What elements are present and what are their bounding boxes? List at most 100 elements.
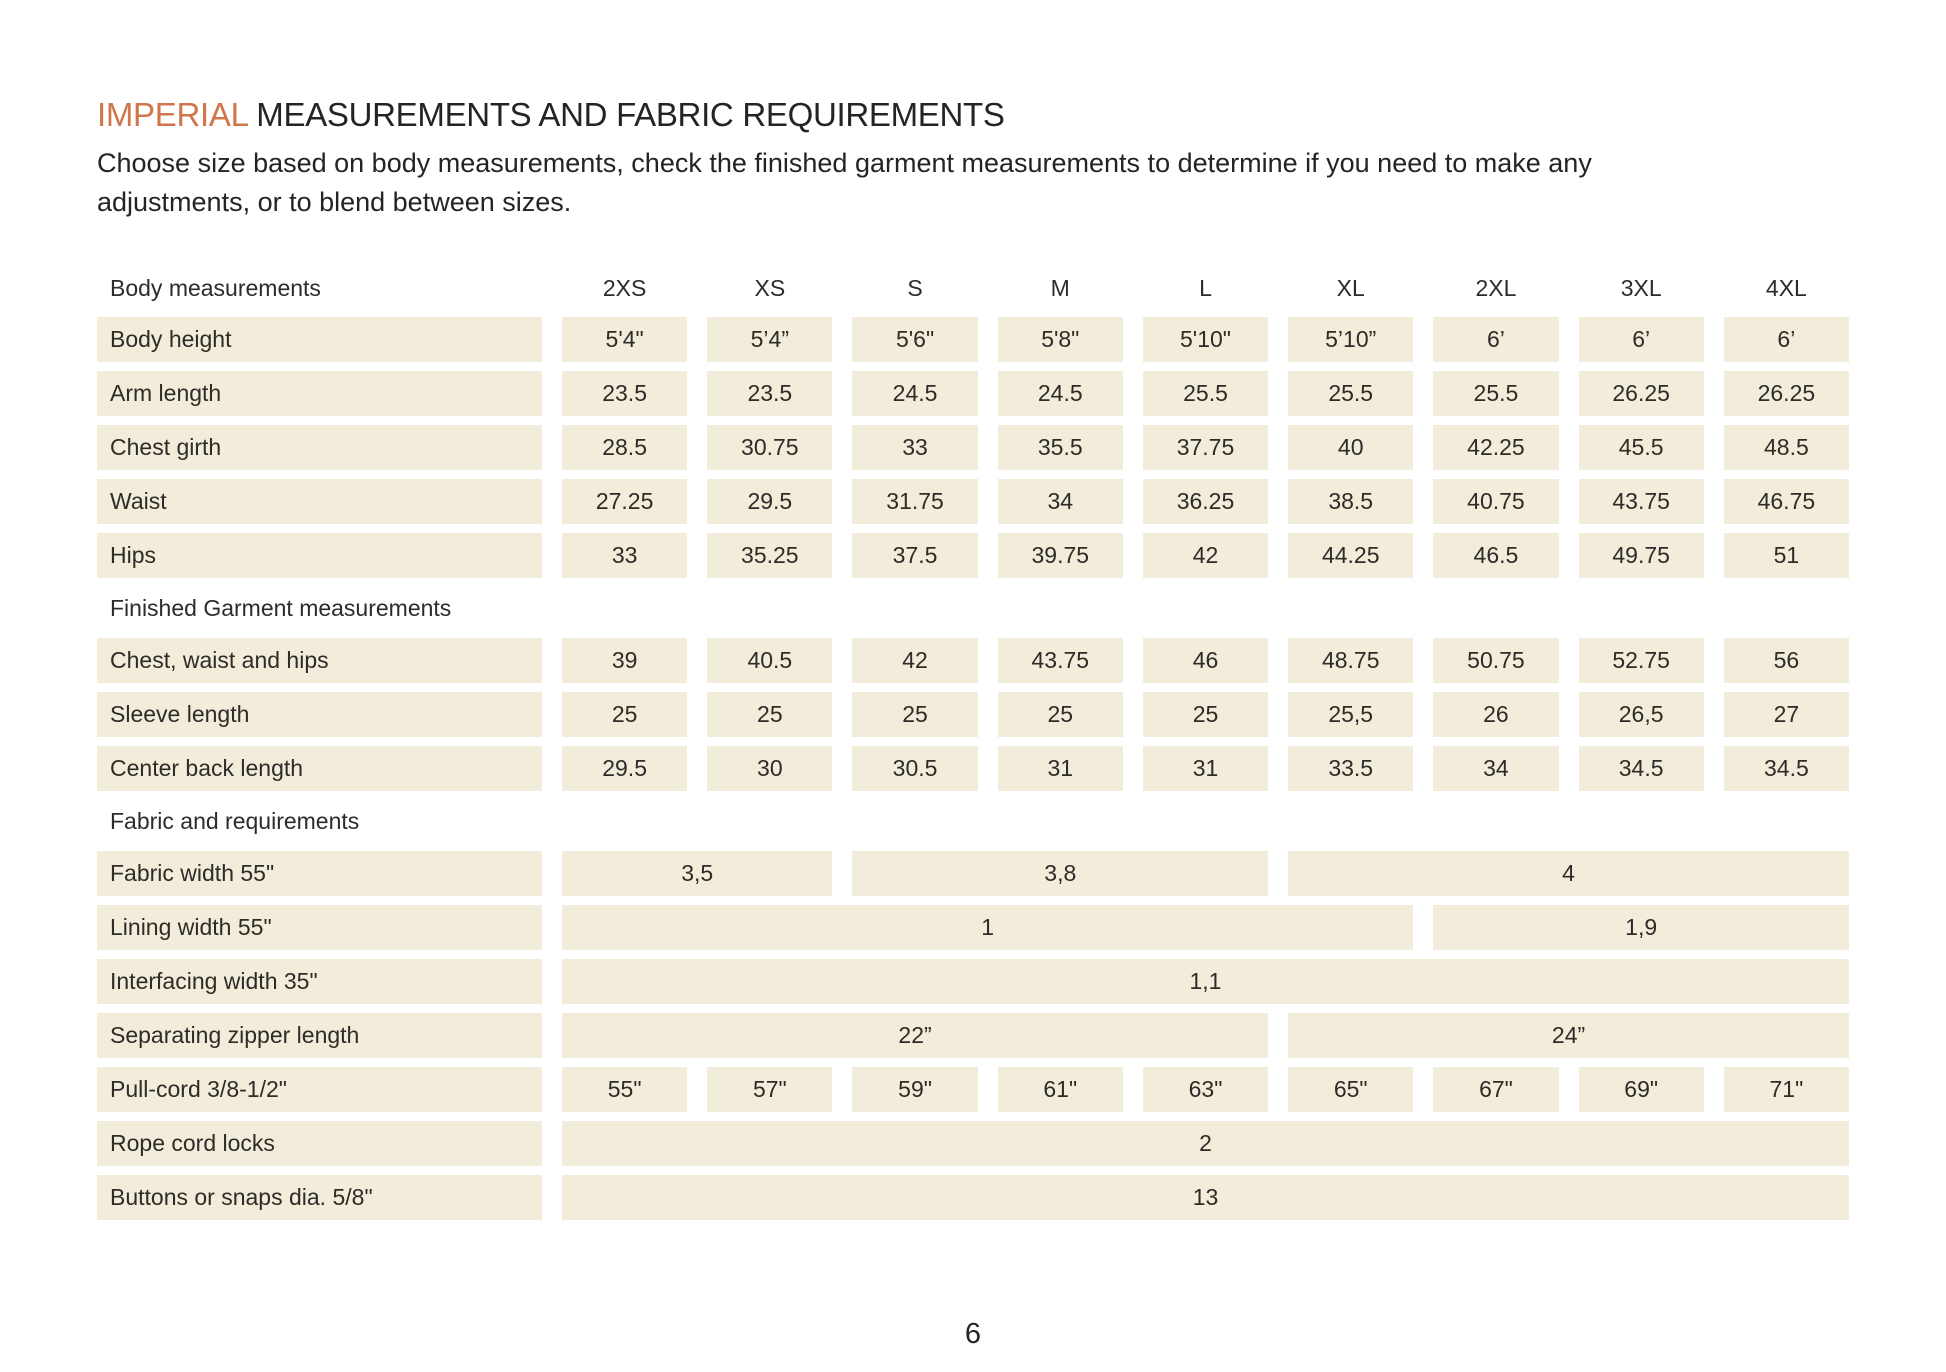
table-cell: 26,5 bbox=[1578, 692, 1704, 737]
table-cell: 4 bbox=[1288, 851, 1849, 896]
table-cell: 42.25 bbox=[1433, 425, 1559, 470]
table-cell: 30.5 bbox=[852, 746, 978, 791]
table-cell: 46.75 bbox=[1723, 479, 1849, 524]
table-cell: 2 bbox=[562, 1121, 1849, 1166]
table-cell: 31.75 bbox=[852, 479, 978, 524]
row-label: Waist bbox=[97, 479, 542, 524]
table-cell: 39 bbox=[562, 638, 688, 683]
column-header: 2XL bbox=[1475, 274, 1517, 301]
column-header: 2XS bbox=[602, 274, 647, 301]
table-cell: 49.75 bbox=[1578, 533, 1704, 578]
column-header: XL bbox=[1336, 274, 1365, 301]
table-cell: 26.25 bbox=[1723, 371, 1849, 416]
subtitle-line-1: Choose size based on body measurements, … bbox=[97, 148, 1592, 178]
row-label: Center back length bbox=[97, 746, 542, 791]
page-number: 6 bbox=[964, 1318, 982, 1350]
table-cell: 23.5 bbox=[562, 371, 688, 416]
table-cell: 1,1 bbox=[562, 959, 1849, 1004]
row-label: Fabric width 55" bbox=[97, 851, 542, 896]
table-cell: 57" bbox=[707, 1067, 833, 1112]
table-cell: 44.25 bbox=[1288, 533, 1414, 578]
table-cell: 61" bbox=[997, 1067, 1123, 1112]
table-cell: 51 bbox=[1723, 533, 1849, 578]
table-cell: 6’ bbox=[1723, 317, 1849, 362]
table-cell: 37.5 bbox=[852, 533, 978, 578]
column-header: L bbox=[1199, 274, 1212, 301]
table-cell: 48.5 bbox=[1723, 425, 1849, 470]
table-cell: 43.75 bbox=[997, 638, 1123, 683]
table-cell: 65" bbox=[1288, 1067, 1414, 1112]
column-header: M bbox=[1050, 274, 1070, 301]
table-cell: 1,9 bbox=[1433, 905, 1849, 950]
table-header-label: Body measurements bbox=[110, 274, 321, 301]
table-cell: 50.75 bbox=[1433, 638, 1559, 683]
table-cell: 23.5 bbox=[707, 371, 833, 416]
column-header: 4XL bbox=[1765, 274, 1807, 301]
table-cell: 63" bbox=[1142, 1067, 1269, 1112]
table-cell: 5'4" bbox=[562, 317, 688, 362]
table-cell: 22” bbox=[562, 1013, 1269, 1058]
table-cell: 26.25 bbox=[1578, 371, 1704, 416]
table-cell: 24.5 bbox=[997, 371, 1123, 416]
table-cell: 1 bbox=[562, 905, 1414, 950]
table-cell: 56 bbox=[1723, 638, 1849, 683]
table-cell: 24” bbox=[1288, 1013, 1849, 1058]
table-cell: 33.5 bbox=[1288, 746, 1414, 791]
table-cell: 34 bbox=[997, 479, 1123, 524]
table-cell: 42 bbox=[852, 638, 978, 683]
table-cell: 71" bbox=[1723, 1067, 1849, 1112]
table-cell: 38.5 bbox=[1288, 479, 1414, 524]
section-title: Fabric and requirements bbox=[110, 807, 360, 834]
subtitle-line-2: adjustments, or to blend between sizes. bbox=[97, 187, 572, 217]
row-label: Body height bbox=[97, 317, 542, 362]
table-cell: 26 bbox=[1433, 692, 1559, 737]
table-cell: 48.75 bbox=[1288, 638, 1414, 683]
table-cell: 30.75 bbox=[707, 425, 833, 470]
table-cell: 43.75 bbox=[1578, 479, 1704, 524]
table-cell: 6’ bbox=[1433, 317, 1559, 362]
table-cell: 24.5 bbox=[852, 371, 978, 416]
table-cell: 35.25 bbox=[707, 533, 833, 578]
row-label: Pull-cord 3/8-1/2" bbox=[97, 1067, 542, 1112]
table-cell: 40 bbox=[1288, 425, 1414, 470]
row-label: Buttons or snaps dia. 5/8" bbox=[97, 1175, 542, 1220]
table-cell: 29.5 bbox=[707, 479, 833, 524]
table-cell: 6’ bbox=[1578, 317, 1704, 362]
table-cell: 34 bbox=[1433, 746, 1559, 791]
row-label: Arm length bbox=[97, 371, 542, 416]
row-label: Chest girth bbox=[97, 425, 542, 470]
table-cell: 13 bbox=[562, 1175, 1849, 1220]
table-cell: 5’10” bbox=[1288, 317, 1414, 362]
page-title-rest: MEASUREMENTS AND FABRIC REQUIREMENTS bbox=[247, 96, 1005, 133]
page-title: IMPERIAL MEASUREMENTS AND FABRIC REQUIRE… bbox=[97, 96, 1946, 134]
table-cell: 35.5 bbox=[997, 425, 1123, 470]
table-cell: 25 bbox=[1142, 692, 1269, 737]
table-cell: 25 bbox=[707, 692, 833, 737]
table-cell: 27.25 bbox=[562, 479, 688, 524]
table-cell: 25 bbox=[852, 692, 978, 737]
table-cell: 42 bbox=[1142, 533, 1269, 578]
table-cell: 46 bbox=[1142, 638, 1269, 683]
table-cell: 37.75 bbox=[1142, 425, 1269, 470]
table-cell: 5'8" bbox=[997, 317, 1123, 362]
table-cell: 40.5 bbox=[707, 638, 833, 683]
table-cell: 36.25 bbox=[1142, 479, 1269, 524]
page-subtitle: Choose size based on body measurements, … bbox=[97, 144, 1946, 222]
table-cell: 69" bbox=[1578, 1067, 1704, 1112]
section-title: Finished Garment measurements bbox=[110, 594, 452, 621]
table-cell: 3,5 bbox=[562, 851, 833, 896]
table-cell: 29.5 bbox=[562, 746, 688, 791]
table-cell: 5'6" bbox=[852, 317, 978, 362]
table-cell: 33 bbox=[562, 533, 688, 578]
row-label: Chest, waist and hips bbox=[97, 638, 542, 683]
measurement-table: Body measurements 2XS XS S M L XL 2XL 3XL 4XL Body… bbox=[97, 268, 1849, 1220]
table-cell: 52.75 bbox=[1578, 638, 1704, 683]
table-cell: 5'10" bbox=[1142, 317, 1269, 362]
row-label: Sleeve length bbox=[97, 692, 542, 737]
table-cell: 59" bbox=[852, 1067, 978, 1112]
table-cell: 25,5 bbox=[1288, 692, 1414, 737]
row-label: Lining width 55" bbox=[97, 905, 542, 950]
table-cell: 25 bbox=[997, 692, 1123, 737]
table-cell: 31 bbox=[997, 746, 1123, 791]
column-header: S bbox=[907, 274, 923, 301]
